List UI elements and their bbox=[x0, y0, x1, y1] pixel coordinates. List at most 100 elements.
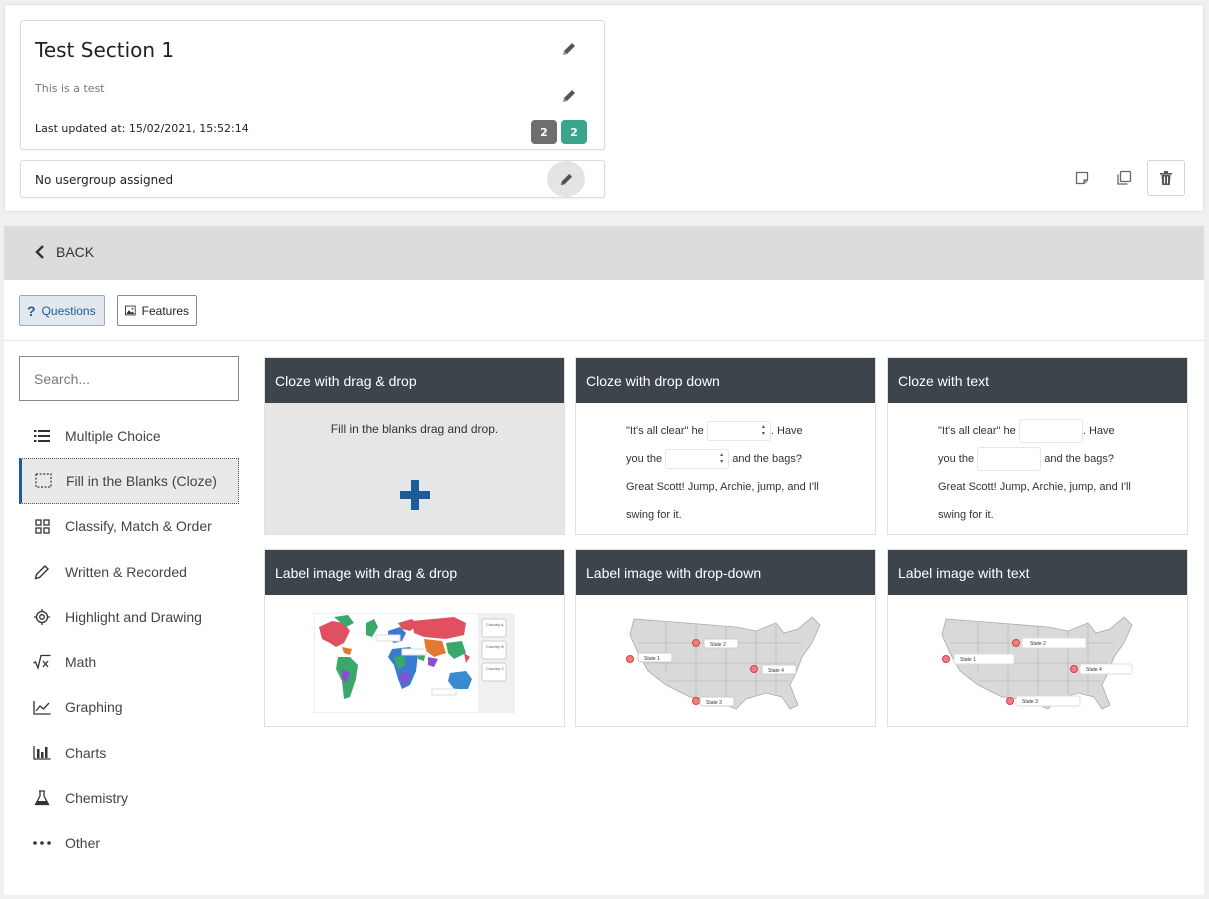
pencil-icon bbox=[560, 173, 572, 185]
bar-chart-icon bbox=[33, 744, 51, 762]
state-label-2: State 2 bbox=[1030, 641, 1046, 647]
tile-title: Label image with text bbox=[888, 550, 1187, 595]
delete-button[interactable] bbox=[1147, 160, 1185, 196]
state-label-3: State 3 bbox=[1022, 699, 1038, 705]
cloze-text-part: Great Scott! Jump, Archie, jump, and I'l… bbox=[938, 481, 1131, 493]
category-label: Written & Recorded bbox=[65, 563, 187, 580]
tile-cloze-drag-drop[interactable]: Cloze with drag & drop Fill in the blank… bbox=[264, 357, 565, 535]
tile-cloze-drop-down[interactable]: Cloze with drop down "It's all clear" he… bbox=[575, 357, 876, 535]
cloze-text-part: and the bags? bbox=[732, 453, 802, 465]
duplicate-button[interactable] bbox=[1105, 160, 1143, 196]
question-mark-icon: ? bbox=[27, 302, 36, 319]
state-label-4: State 4 bbox=[768, 668, 784, 674]
category-label: Graphing bbox=[65, 699, 123, 716]
list-icon bbox=[33, 427, 51, 445]
image-icon bbox=[125, 305, 136, 316]
target-icon bbox=[33, 608, 51, 626]
category-list: Multiple Choice Fill in the Blanks (Cloz… bbox=[19, 413, 239, 866]
trash-icon bbox=[1160, 171, 1172, 185]
tile-label-image-text[interactable]: Label image with text State 1 State 2 St… bbox=[887, 549, 1188, 727]
cloze-text-part: . Have bbox=[770, 425, 803, 437]
pencil-icon bbox=[33, 563, 51, 581]
category-graphing[interactable]: Graphing bbox=[19, 685, 239, 730]
tile-description: Fill in the blanks drag and drop. bbox=[330, 422, 499, 436]
category-charts[interactable]: Charts bbox=[19, 730, 239, 775]
category-label: Other bbox=[65, 835, 101, 852]
category-highlight-drawing[interactable]: Highlight and Drawing bbox=[19, 594, 239, 639]
ellipsis-icon bbox=[33, 834, 51, 852]
cloze-text-part: you the bbox=[938, 453, 975, 465]
country-label-c: Country C bbox=[486, 666, 504, 671]
chevron-left-icon bbox=[35, 245, 44, 259]
flask-icon bbox=[33, 789, 51, 807]
cloze-input bbox=[977, 447, 1042, 472]
cloze-sample: "It's all clear" he . Have you the and t… bbox=[626, 417, 846, 529]
note-button[interactable] bbox=[1063, 160, 1101, 196]
state-label-3: State 3 bbox=[706, 700, 722, 706]
cloze-text-part: "It's all clear" he bbox=[938, 425, 1016, 437]
cloze-text-part: and the bags? bbox=[1044, 453, 1114, 465]
edit-description-icon[interactable] bbox=[561, 88, 577, 104]
category-label: Highlight and Drawing bbox=[65, 608, 202, 625]
us-map-image: State 1 State 2 State 3 State 4 bbox=[941, 616, 1133, 710]
section-card: Test Section 1 This is a test Last updat… bbox=[20, 20, 605, 150]
world-map-image: Country A Country B Country C bbox=[314, 613, 515, 713]
category-label: Charts bbox=[65, 744, 107, 761]
tile-title: Cloze with drag & drop bbox=[265, 358, 564, 403]
cloze-dropdown bbox=[706, 421, 771, 442]
cloze-text-part: . Have bbox=[1082, 425, 1115, 437]
tile-label-image-drop-down[interactable]: Label image with drop-down State 1 State… bbox=[575, 549, 876, 727]
tile-label-image-drag-drop[interactable]: Label image with drag & drop bbox=[264, 549, 565, 727]
cloze-text-part: swing for it. bbox=[938, 509, 994, 521]
tile-preview: Fill in the blanks drag and drop. bbox=[265, 403, 564, 534]
cloze-text-part: you the bbox=[626, 453, 663, 465]
tile-preview: State 1 State 2 State 3 State 4 bbox=[576, 595, 875, 726]
state-label-1: State 1 bbox=[960, 657, 976, 663]
edit-usergroup-button[interactable] bbox=[547, 161, 585, 197]
category-label: Fill in the Blanks (Cloze) bbox=[66, 472, 217, 489]
category-multiple-choice[interactable]: Multiple Choice bbox=[19, 413, 239, 458]
tile-preview: "It's all clear" he . Have you the and t… bbox=[888, 403, 1187, 534]
tab-features-label: Features bbox=[141, 303, 189, 318]
category-other[interactable]: Other bbox=[19, 821, 239, 866]
main-content: ? Questions Features Multiple Choice Fil… bbox=[4, 280, 1204, 895]
section-panel: Test Section 1 This is a test Last updat… bbox=[4, 4, 1204, 212]
category-classify-match-order[interactable]: Classify, Match & Order bbox=[19, 504, 239, 549]
back-label: BACK bbox=[56, 244, 95, 260]
divider bbox=[4, 340, 1204, 341]
grid-icon bbox=[33, 517, 51, 535]
tab-questions[interactable]: ? Questions bbox=[19, 295, 105, 326]
search-input[interactable] bbox=[19, 356, 239, 401]
last-updated-text: Last updated at: 15/02/2021, 15:52:14 bbox=[35, 122, 249, 135]
line-graph-icon bbox=[33, 698, 51, 716]
tile-title: Cloze with text bbox=[888, 358, 1187, 403]
category-fill-in-the-blanks[interactable]: Fill in the Blanks (Cloze) bbox=[19, 458, 239, 504]
state-label-1: State 1 bbox=[644, 656, 660, 662]
category-math[interactable]: Math bbox=[19, 639, 239, 684]
usergroup-text: No usergroup assigned bbox=[35, 173, 174, 187]
category-chemistry[interactable]: Chemistry bbox=[19, 775, 239, 820]
count-badge-green: 2 bbox=[561, 120, 587, 144]
state-label-2: State 2 bbox=[710, 642, 726, 648]
category-written-recorded[interactable]: Written & Recorded bbox=[19, 549, 239, 594]
cloze-dropdown bbox=[665, 449, 730, 470]
category-label: Chemistry bbox=[65, 790, 129, 807]
usergroup-card: No usergroup assigned bbox=[20, 160, 605, 198]
back-button[interactable]: BACK bbox=[34, 244, 94, 260]
category-label: Multiple Choice bbox=[65, 427, 161, 444]
cloze-text-part: "It's all clear" he bbox=[626, 425, 704, 437]
tile-title: Label image with drop-down bbox=[576, 550, 875, 595]
country-label-a: Country A bbox=[486, 622, 504, 627]
edit-title-icon[interactable] bbox=[561, 41, 577, 57]
tile-preview: State 1 State 2 State 3 State 4 bbox=[888, 595, 1187, 726]
cloze-sample: "It's all clear" he . Have you the and t… bbox=[938, 417, 1158, 529]
tile-cloze-text[interactable]: Cloze with text "It's all clear" he . Ha… bbox=[887, 357, 1188, 535]
copy-icon bbox=[1117, 170, 1132, 185]
tile-title: Cloze with drop down bbox=[576, 358, 875, 403]
dashed-box-icon bbox=[34, 472, 52, 490]
count-badge-grey: 2 bbox=[531, 120, 557, 144]
cloze-text-part: swing for it. bbox=[626, 509, 682, 521]
tab-features[interactable]: Features bbox=[117, 295, 197, 326]
plus-icon bbox=[400, 480, 430, 510]
category-label: Math bbox=[65, 654, 97, 671]
